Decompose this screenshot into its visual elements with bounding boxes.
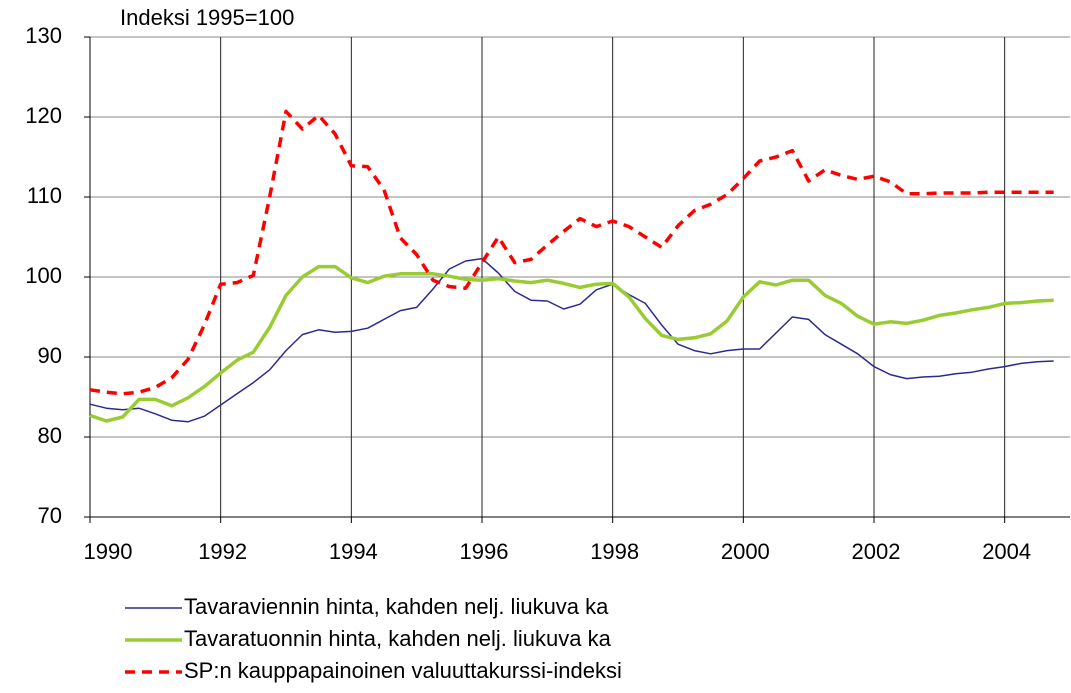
data-line xyxy=(89,109,1054,396)
y-tick-label: 110 xyxy=(27,183,62,208)
y-tick-label: 100 xyxy=(25,263,62,288)
x-tick-label: 1998 xyxy=(590,539,639,564)
x-tick-label: 2002 xyxy=(852,539,901,564)
legend-label: Tavaratuonnin hinta, kahden nelj. liukuv… xyxy=(184,626,612,651)
y-tick-label: 120 xyxy=(25,103,62,128)
x-tick-label: 2000 xyxy=(721,539,770,564)
legend-label: Tavaraviennin hinta, kahden nelj. liukuv… xyxy=(184,594,609,619)
x-tick-label: 1990 xyxy=(84,539,133,564)
chart-title: Indeksi 1995=100 xyxy=(120,5,294,30)
x-tick-label: 2004 xyxy=(982,539,1031,564)
y-tick-label: 90 xyxy=(38,343,62,368)
legend-label: SP:n kauppapainoinen valuuttakurssi-inde… xyxy=(184,658,622,683)
y-tick-label: 70 xyxy=(38,503,62,528)
x-tick-label: 1996 xyxy=(460,539,509,564)
data-line xyxy=(89,257,1054,423)
data-line xyxy=(89,264,1054,423)
y-tick-label: 130 xyxy=(25,23,62,48)
y-tick-label: 80 xyxy=(38,423,62,448)
x-tick-label: 1994 xyxy=(329,539,378,564)
x-tick-label: 1992 xyxy=(198,539,247,564)
